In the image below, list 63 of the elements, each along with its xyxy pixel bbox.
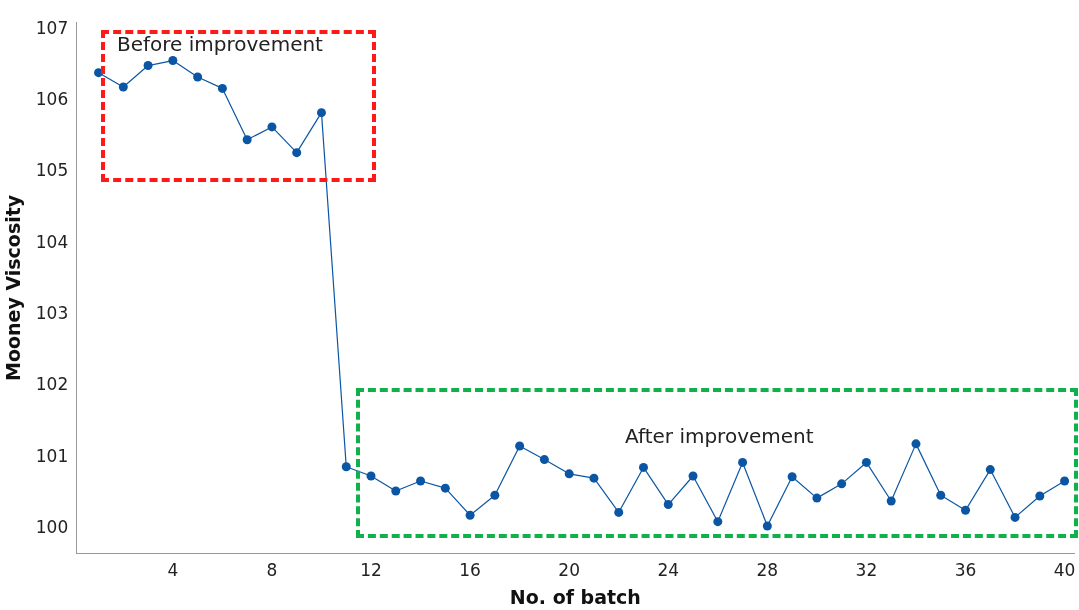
y-tick-label: 101 — [35, 445, 69, 466]
point — [911, 439, 921, 449]
y-tick-label: 107 — [35, 17, 69, 38]
point — [490, 490, 500, 500]
x-tick-label: 36 — [954, 560, 977, 581]
point — [762, 521, 772, 531]
point — [787, 472, 797, 482]
point — [1010, 512, 1020, 522]
x-tick-label: 12 — [360, 560, 382, 581]
point — [391, 486, 401, 496]
point — [1060, 476, 1070, 486]
dashed-frame-outline: Before improvement — [101, 30, 376, 182]
x-tick-label: 28 — [756, 560, 779, 581]
x-tick-label: 8 — [266, 560, 278, 581]
point — [193, 72, 203, 82]
y-tick-label: 102 — [35, 374, 69, 395]
point — [1035, 491, 1045, 501]
point — [366, 471, 376, 481]
point — [663, 500, 673, 510]
y-axis-title: Mooney Viscosity — [2, 194, 25, 382]
annotation: After improvement — [625, 424, 814, 448]
point — [292, 148, 302, 158]
point — [143, 61, 153, 71]
y-tick-label: 100 — [35, 517, 69, 538]
point — [589, 473, 599, 483]
x-tick-label: 16 — [459, 560, 481, 581]
point — [638, 462, 648, 472]
point — [515, 441, 525, 451]
dashed-frame-outline: After improvement — [356, 388, 1078, 538]
point — [440, 483, 450, 493]
point — [564, 469, 574, 479]
point — [861, 457, 871, 467]
point — [168, 56, 178, 66]
point — [316, 108, 326, 118]
x-tick-label: 32 — [855, 560, 878, 581]
point — [242, 135, 252, 145]
x-tick-label: 4 — [167, 560, 179, 581]
point — [738, 457, 748, 467]
point — [688, 471, 698, 481]
x-tick-label: 24 — [657, 560, 680, 581]
point — [985, 465, 995, 475]
x-tick-label: 20 — [558, 560, 580, 581]
x-tick-label: 40 — [1053, 560, 1076, 581]
y-tick-label: 105 — [35, 160, 69, 181]
point — [539, 455, 549, 465]
y-tick-label: 103 — [35, 303, 69, 324]
annotation: Before improvement — [117, 32, 323, 56]
point — [267, 122, 277, 132]
point — [118, 82, 128, 92]
point — [886, 496, 896, 506]
x-axis-title: No. of batch — [509, 585, 641, 608]
point — [812, 493, 822, 503]
point — [465, 510, 475, 520]
point — [217, 83, 227, 93]
point — [416, 476, 426, 486]
point — [936, 490, 946, 500]
point — [961, 505, 971, 515]
point — [341, 462, 351, 472]
y-tick-label: 104 — [35, 231, 69, 252]
point — [837, 479, 847, 489]
point — [713, 517, 723, 527]
y-tick-label: 106 — [35, 88, 69, 109]
point — [614, 507, 624, 517]
